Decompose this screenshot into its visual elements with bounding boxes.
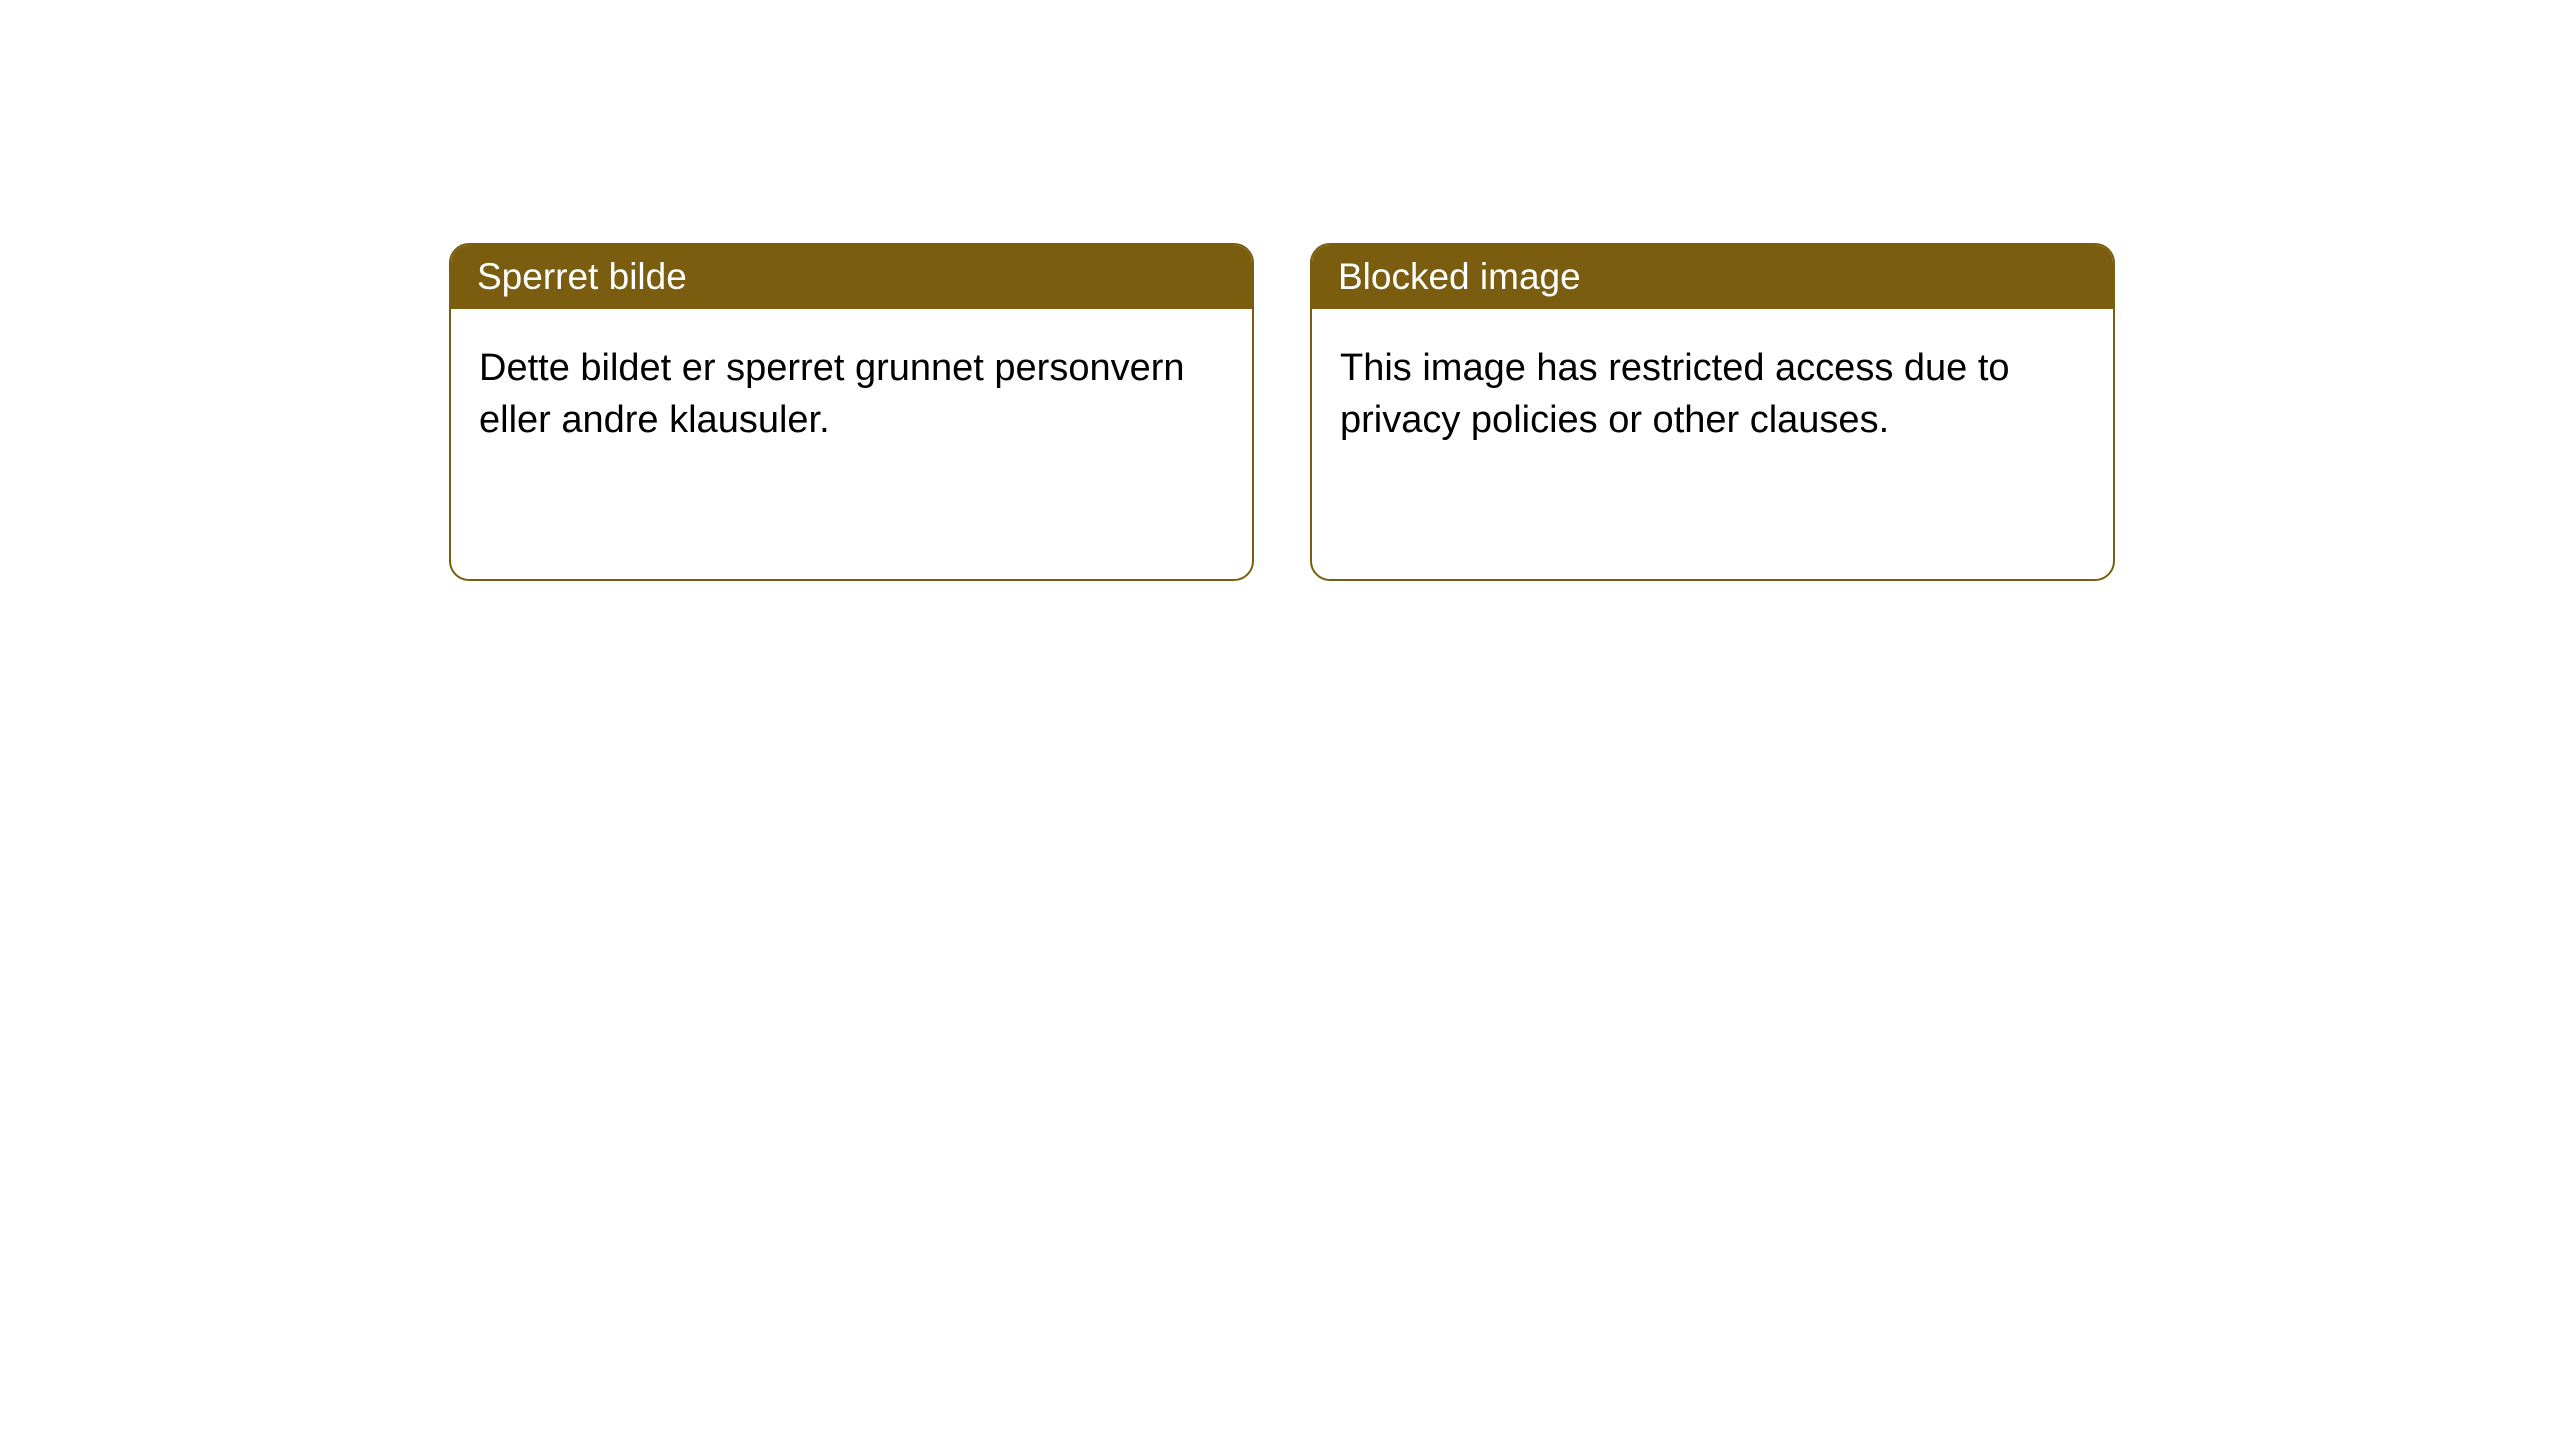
card-title: Blocked image <box>1338 256 1581 297</box>
card-body-text: Dette bildet er sperret grunnet personve… <box>479 347 1185 441</box>
notice-card-english: Blocked image This image has restricted … <box>1310 243 2115 581</box>
notice-cards-container: Sperret bilde Dette bildet er sperret gr… <box>449 243 2115 581</box>
card-header: Sperret bilde <box>451 245 1252 309</box>
card-body: This image has restricted access due to … <box>1312 309 2113 480</box>
card-body-text: This image has restricted access due to … <box>1340 347 2010 441</box>
notice-card-norwegian: Sperret bilde Dette bildet er sperret gr… <box>449 243 1254 581</box>
card-body: Dette bildet er sperret grunnet personve… <box>451 309 1252 480</box>
card-header: Blocked image <box>1312 245 2113 309</box>
card-title: Sperret bilde <box>477 256 687 297</box>
